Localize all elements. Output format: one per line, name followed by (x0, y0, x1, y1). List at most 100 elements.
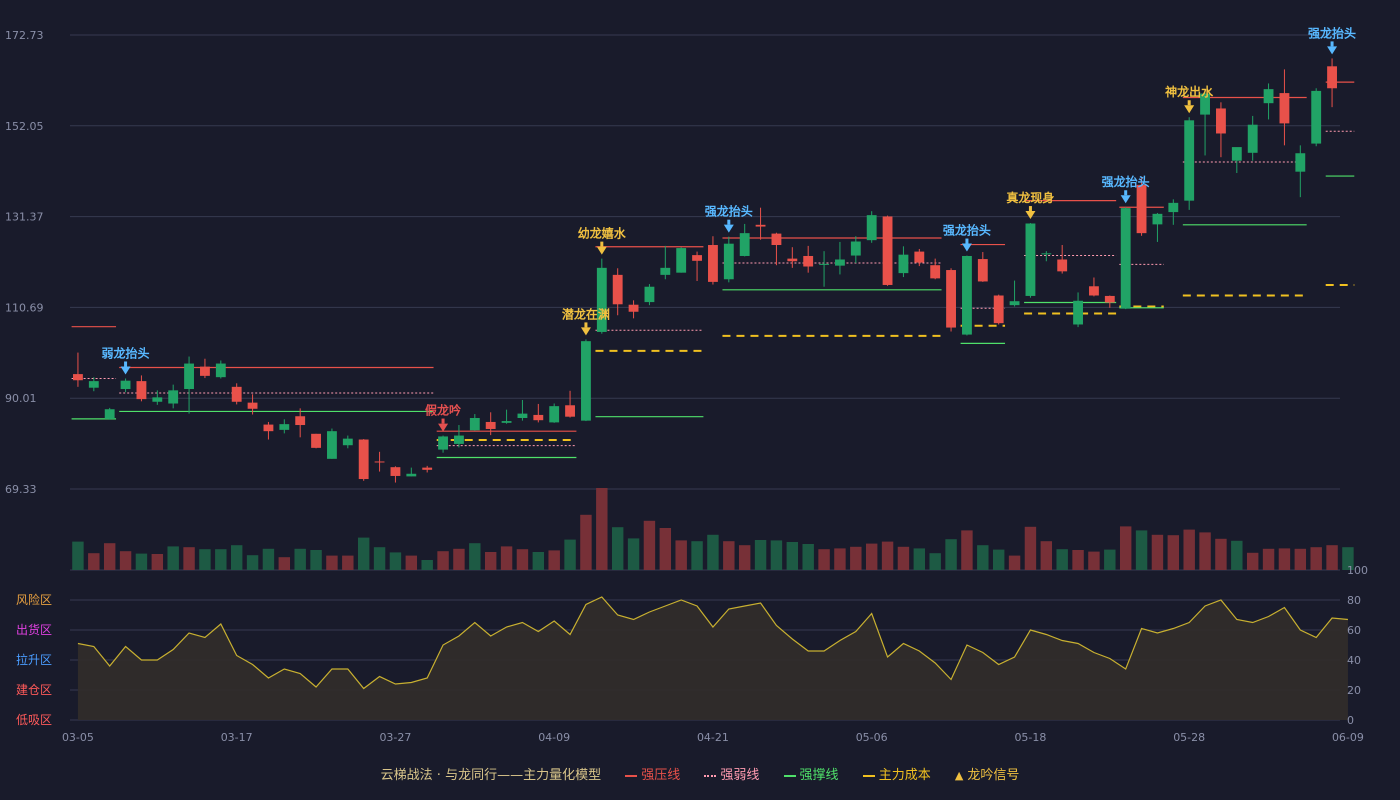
volume-bar (643, 520, 656, 570)
signal-label: 幼龙嬉水 (578, 226, 627, 241)
volume-bar (786, 542, 799, 570)
volume-bar (1135, 530, 1148, 570)
candle-body (676, 248, 687, 273)
candle-body (406, 473, 417, 477)
volume-bar (580, 514, 592, 570)
volume-bar (183, 547, 195, 570)
volume-bar (1040, 541, 1053, 570)
x-tick-label: 03-27 (379, 731, 411, 744)
candle-body (787, 258, 798, 262)
indicator-zone-label: 拉升区 (16, 652, 52, 667)
x-tick-label: 05-18 (1014, 731, 1046, 744)
volume-bar (1151, 534, 1164, 570)
volume-bar (246, 555, 259, 570)
price-tick-label: 152.05 (5, 120, 44, 133)
signal-arrow-stem (727, 219, 731, 225)
candle-body (596, 267, 607, 332)
candle-body (739, 233, 750, 256)
candle-body (342, 438, 353, 446)
volume-bar (945, 539, 957, 570)
candle-body (1327, 66, 1337, 89)
volume-bar (723, 541, 735, 570)
legend-support-line[interactable]: 强撑线 (783, 764, 839, 783)
candle-body (327, 431, 337, 459)
volume-bar (1278, 548, 1291, 570)
volume-bar (548, 550, 560, 570)
candle-body (993, 295, 1004, 324)
signal-arrow-icon (961, 243, 972, 252)
legend-cost-line[interactable]: 主力成本 (862, 764, 931, 783)
volume-bar (453, 548, 465, 570)
signal-arrow-icon (1184, 105, 1195, 114)
candle-body (835, 259, 845, 266)
volume-bar (262, 548, 275, 570)
price-tick-label: 69.33 (5, 483, 37, 496)
volume-bar (500, 546, 513, 570)
signal-label: 真龙现身 (1006, 190, 1054, 205)
candle-body (120, 380, 131, 390)
candle-body (771, 233, 782, 246)
volume-bar (818, 549, 830, 570)
volume-bar (373, 547, 386, 570)
indicator-tick-label: 0 (1347, 714, 1354, 727)
candle-body (1041, 253, 1052, 255)
volume-bar (326, 555, 338, 570)
candle-body (819, 263, 829, 265)
signal-arrow-stem (1187, 100, 1191, 106)
volume-bar (865, 543, 878, 570)
indicator-tick-label: 80 (1347, 594, 1361, 607)
candle-body (612, 274, 623, 305)
volume-bar (738, 545, 751, 570)
candle-body (882, 216, 893, 285)
legend-weak-line[interactable]: 强弱线 (704, 764, 759, 783)
x-tick-label: 06-09 (1332, 731, 1364, 744)
candle-body (946, 270, 956, 328)
x-tick-label: 04-09 (538, 731, 570, 744)
volume-bar (564, 539, 576, 570)
signal-arrow-stem (1028, 206, 1032, 212)
legend-dragon-signal[interactable]: ▲ 龙吟信号 (954, 768, 1020, 783)
volume-bar (1294, 548, 1307, 570)
x-tick-label: 04-21 (697, 731, 729, 744)
candle-body (914, 251, 925, 263)
volume-bar (675, 540, 687, 570)
signal-label: 强龙抬头 (1102, 174, 1150, 189)
signal-label: 假龙吟 (425, 403, 461, 418)
candle-body (263, 424, 274, 432)
volume-bar (357, 537, 370, 570)
volume-bar (469, 543, 481, 570)
signal-arrow-icon (596, 246, 607, 255)
candle-body (1311, 90, 1322, 144)
candle-body (295, 416, 306, 426)
candle-body (803, 255, 814, 267)
candle-body (549, 406, 560, 423)
candle-body (692, 255, 702, 261)
price-tick-label: 90.01 (5, 392, 37, 405)
volume-bar (627, 538, 640, 570)
candle-body (1009, 301, 1020, 306)
candle-body (136, 381, 147, 400)
candle-body (517, 413, 528, 419)
indicator-tick-label: 40 (1347, 654, 1361, 667)
volume-bar (103, 543, 116, 570)
signal-arrow-icon (723, 224, 734, 233)
indicator-line (77, 596, 1348, 690)
volume-bar (421, 560, 433, 570)
signal-arrow-icon (438, 423, 449, 432)
candle-body (1247, 124, 1258, 153)
x-tick-label: 03-17 (221, 731, 253, 744)
legend-pressure-line[interactable]: 强压线 (625, 764, 680, 783)
volume-bar (1342, 547, 1354, 570)
candle-body (247, 402, 258, 409)
indicator-zone-label: 低吸区 (16, 713, 52, 727)
volume-bar (834, 548, 846, 570)
volume-bar (72, 541, 84, 570)
volume-bar (691, 541, 703, 570)
candle-body (723, 243, 734, 280)
indicator-area (77, 597, 1348, 720)
candle-body (438, 436, 448, 450)
candlestick-layer (73, 58, 1337, 483)
volume-bar (389, 552, 402, 570)
signal-label: 弱龙抬头 (102, 345, 150, 360)
